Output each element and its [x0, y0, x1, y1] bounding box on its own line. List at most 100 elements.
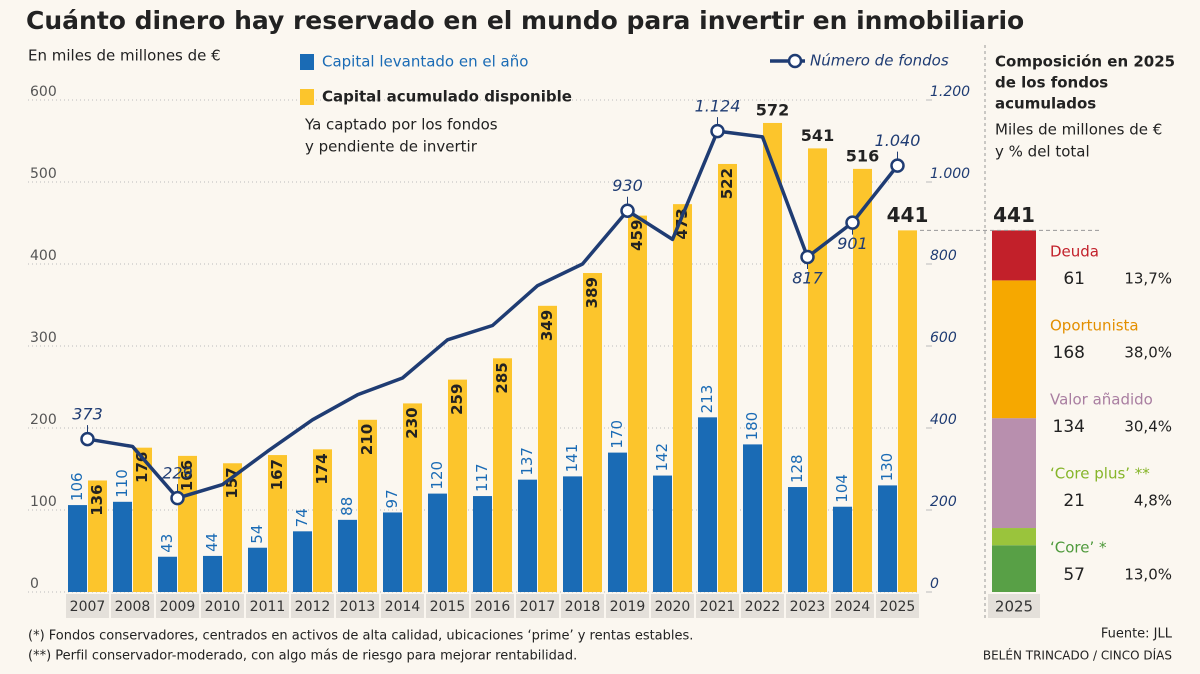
bar	[113, 501, 132, 592]
line-point	[890, 158, 905, 173]
stack-segment	[992, 528, 1036, 546]
bar-value-label: 441	[887, 203, 929, 227]
bar-value-label: 213	[698, 385, 716, 414]
stack-segment	[992, 418, 1036, 529]
total-label: 441	[993, 203, 1035, 227]
bar	[763, 122, 782, 593]
chart-subtitle: En miles de millones de €	[28, 47, 221, 65]
segment-share: 13,0%	[1124, 566, 1172, 584]
line-value-label: 930	[612, 176, 643, 195]
segment-share: 38,0%	[1124, 344, 1172, 362]
x-tick-label: 2025	[880, 599, 916, 615]
line-point	[800, 249, 815, 265]
segment-share: 30,4%	[1124, 418, 1172, 436]
bar-value-label: 170	[608, 420, 626, 449]
y2-tick-label: 1.200	[930, 84, 970, 100]
bar-value-label: 130	[878, 453, 896, 482]
bar	[518, 479, 537, 592]
bar	[788, 487, 807, 592]
y2-tick-label: 400	[930, 412, 957, 428]
bar-value-label: 349	[538, 310, 556, 341]
bar-value-label: 166	[178, 460, 196, 491]
x-tick-label: 2025	[995, 598, 1033, 616]
x-tick-label: 2023	[790, 599, 826, 615]
y-tick-label: 400	[30, 248, 57, 264]
x-label-box	[651, 594, 694, 618]
x-label-box	[201, 594, 244, 618]
x-label-box	[606, 594, 649, 618]
x-tick-label: 2022	[745, 599, 781, 615]
x-tick-label: 2024	[835, 599, 871, 615]
x-label-box	[381, 594, 424, 618]
bar-value-label: 389	[583, 277, 601, 308]
bar-value-label: 128	[788, 454, 806, 483]
legend-description: Ya captado por los fondos	[304, 116, 498, 134]
bar-value-label: 516	[846, 146, 879, 165]
panel-title: de los fondos	[995, 74, 1108, 92]
panel-subtitle: Miles de millones de €	[995, 121, 1162, 139]
bar	[133, 447, 152, 592]
bar-value-label: 74	[293, 508, 311, 527]
segment-value: 134	[1053, 417, 1085, 437]
x-label-box	[786, 594, 829, 618]
x-tick-label: 2014	[385, 599, 421, 615]
bar	[428, 493, 447, 592]
line-value-label: 373	[72, 405, 103, 424]
x-tick-label: 2016	[475, 599, 511, 615]
bar	[853, 168, 872, 592]
x-label-box	[66, 594, 109, 618]
bar-value-label: 54	[248, 525, 266, 544]
bar	[718, 163, 737, 592]
bar-value-label: 110	[113, 469, 131, 498]
bar	[653, 475, 672, 592]
bar	[493, 358, 512, 592]
line	[87, 129, 899, 500]
legend-swatch	[300, 89, 314, 105]
bar	[583, 273, 602, 592]
bar	[268, 455, 287, 592]
legend-description: y pendiente de invertir	[305, 138, 478, 156]
y2-tick-label: 0	[930, 576, 939, 592]
bar-value-label: 44	[203, 533, 221, 552]
bar	[223, 463, 242, 592]
bar-value-label: 167	[268, 459, 286, 490]
bar	[403, 403, 422, 592]
segment-value: 61	[1063, 269, 1085, 289]
bar-value-label: 43	[158, 534, 176, 553]
x-label-box	[156, 594, 199, 618]
panel-subtitle: y % del total	[995, 143, 1090, 161]
stack-segment	[992, 230, 1036, 281]
y2-tick-label: 1.000	[930, 166, 970, 182]
bar	[293, 531, 312, 592]
bar	[313, 449, 332, 592]
x-label-box	[426, 594, 469, 618]
y2-tick-label: 800	[930, 248, 957, 264]
x-label-box	[471, 594, 514, 618]
bar	[898, 230, 917, 592]
y-tick-label: 200	[30, 412, 57, 428]
line-value-label: 1.124	[695, 97, 741, 116]
x-tick-label: 2009	[160, 599, 196, 615]
x-label-box	[831, 594, 874, 618]
bar-value-label: 142	[653, 443, 671, 472]
line-point	[620, 203, 635, 218]
footnote: (*) Fondos conservadores, centrados en a…	[28, 629, 693, 644]
line-value-label: 229	[162, 464, 193, 483]
bar-value-label: 230	[403, 407, 421, 438]
bar-value-label: 117	[473, 463, 491, 492]
x-label-box	[516, 594, 559, 618]
line-point	[710, 123, 725, 139]
bar-value-label: 176	[133, 452, 151, 483]
segment-name: ‘Core plus’ **	[1050, 465, 1150, 483]
bar	[358, 419, 377, 592]
panel-title: acumulados	[995, 95, 1096, 113]
legend-label: Capital levantado en el año	[322, 53, 528, 71]
bar	[538, 305, 557, 592]
line-point	[80, 431, 95, 447]
x-tick-label: 2008	[115, 599, 151, 615]
bar-value-label: 285	[493, 362, 511, 393]
panel-title: Composición en 2025	[995, 53, 1175, 71]
bar-value-label: 174	[313, 453, 331, 484]
